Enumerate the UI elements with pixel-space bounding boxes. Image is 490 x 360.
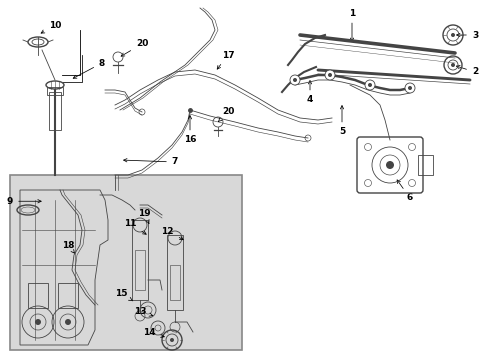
Text: 11: 11 xyxy=(124,220,146,234)
Text: 9: 9 xyxy=(7,197,41,206)
Text: 7: 7 xyxy=(123,158,178,166)
Text: 4: 4 xyxy=(307,81,313,104)
Circle shape xyxy=(290,75,300,85)
Text: 1: 1 xyxy=(349,9,355,41)
Text: 5: 5 xyxy=(339,105,345,136)
Bar xyxy=(132,220,148,300)
Text: 18: 18 xyxy=(62,240,74,253)
Bar xyxy=(418,155,433,175)
Circle shape xyxy=(170,338,174,342)
Text: 13: 13 xyxy=(134,307,153,316)
Text: 19: 19 xyxy=(138,209,151,224)
Circle shape xyxy=(405,83,415,93)
Bar xyxy=(135,250,145,290)
Text: 8: 8 xyxy=(73,58,105,78)
Text: 6: 6 xyxy=(397,180,413,202)
Circle shape xyxy=(451,33,455,37)
Text: 20: 20 xyxy=(219,108,234,121)
Text: 12: 12 xyxy=(162,226,183,240)
Circle shape xyxy=(35,319,41,325)
Text: 17: 17 xyxy=(217,50,234,69)
Bar xyxy=(58,283,78,308)
Text: 16: 16 xyxy=(184,116,196,144)
Bar xyxy=(10,175,242,350)
Text: 3: 3 xyxy=(457,31,478,40)
Circle shape xyxy=(65,319,71,325)
Text: 15: 15 xyxy=(115,289,133,301)
Circle shape xyxy=(328,73,332,77)
Bar xyxy=(170,265,180,300)
Text: 14: 14 xyxy=(143,328,164,337)
Bar xyxy=(47,87,63,95)
Bar xyxy=(49,92,61,130)
Text: 2: 2 xyxy=(457,66,478,77)
Circle shape xyxy=(293,78,297,82)
Circle shape xyxy=(451,63,455,67)
Text: 10: 10 xyxy=(41,21,61,33)
Circle shape xyxy=(325,70,335,80)
Bar xyxy=(28,283,48,308)
Bar xyxy=(167,235,183,310)
Circle shape xyxy=(368,83,372,87)
Circle shape xyxy=(408,86,412,90)
Circle shape xyxy=(386,161,394,169)
Circle shape xyxy=(365,80,375,90)
Text: 20: 20 xyxy=(121,40,148,56)
